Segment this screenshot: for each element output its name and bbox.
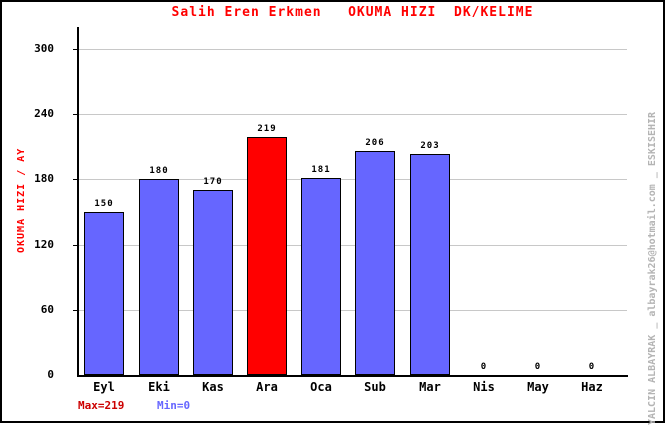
- gridline: [78, 49, 627, 50]
- bar-value-label: 206: [365, 138, 385, 148]
- bar: [355, 151, 395, 375]
- bar-value-label: 180: [149, 166, 169, 176]
- y-tick-mark: [73, 179, 78, 180]
- bar: [139, 179, 179, 375]
- x-tick-label: Nis: [473, 380, 495, 394]
- y-tick-label: 300: [34, 42, 54, 55]
- bar: [193, 190, 233, 375]
- x-tick-label: Kas: [202, 380, 224, 394]
- y-tick-label: 120: [34, 238, 54, 251]
- gridline: [78, 114, 627, 115]
- bar-value-label: 0: [534, 362, 542, 372]
- x-tick-label: Ara: [256, 380, 278, 394]
- x-tick-label: Eyl: [93, 380, 115, 394]
- y-tick-mark: [73, 49, 78, 50]
- gridline: [78, 179, 627, 180]
- y-tick-mark: [73, 114, 78, 115]
- bar-value-label: 219: [257, 124, 277, 134]
- x-tick-label: Haz: [581, 380, 603, 394]
- bar: [247, 137, 287, 375]
- x-axis-line: [77, 375, 628, 377]
- y-tick-label: 180: [34, 172, 54, 185]
- watermark-text: YALCIN ALBAYRAK _ albayrak26@hotmail.com…: [647, 111, 658, 425]
- bar-value-label: 0: [480, 362, 488, 372]
- y-tick-mark: [73, 245, 78, 246]
- bar-value-label: 203: [420, 141, 440, 151]
- bar-value-label: 181: [311, 165, 331, 175]
- min-value-label: Min=0: [157, 399, 191, 412]
- x-tick-label: Mar: [419, 380, 441, 394]
- gridline: [78, 245, 627, 246]
- chart-title: Salih Eren Erkmen OKUMA HIZI DK/KELIME: [171, 5, 534, 20]
- y-tick-label: 60: [40, 303, 54, 316]
- y-tick-mark: [73, 310, 78, 311]
- x-tick-label: Oca: [310, 380, 332, 394]
- bar: [84, 212, 124, 375]
- x-tick-label: Sub: [364, 380, 386, 394]
- max-value-label: Max=219: [78, 399, 125, 412]
- bar-value-label: 150: [94, 199, 114, 209]
- bar: [301, 178, 341, 375]
- gridline: [78, 310, 627, 311]
- x-tick-label: Eki: [148, 380, 170, 394]
- x-tick-label: May: [527, 380, 549, 394]
- y-tick-label: 0: [47, 368, 54, 381]
- bar-value-label: 170: [203, 177, 223, 187]
- bar: [410, 154, 450, 375]
- bar-value-label: 0: [588, 362, 596, 372]
- y-tick-label: 240: [34, 107, 54, 120]
- y-axis-line: [77, 27, 79, 377]
